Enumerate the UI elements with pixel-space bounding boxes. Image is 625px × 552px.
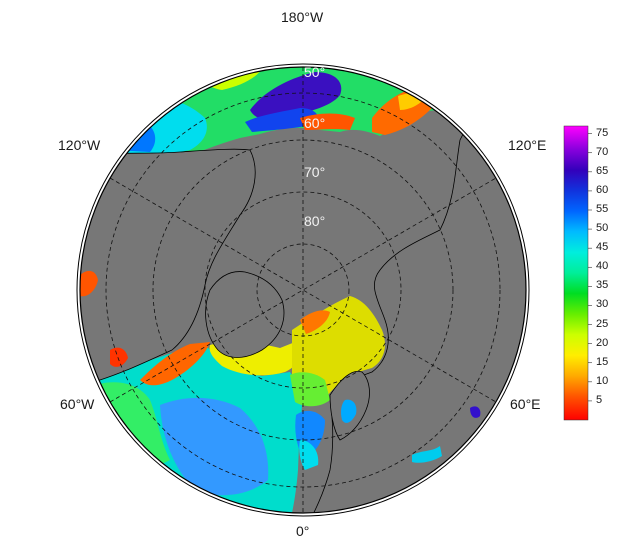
okhotsk-orange [300,113,355,130]
baffin-red [110,347,128,367]
lon-label-60e: 60°E [510,396,541,412]
colorbar-tick-label: 70 [596,145,609,158]
colorbar-tick-label: 15 [596,355,609,368]
colorbar-tick-label: 5 [596,393,603,406]
colorbar-tick-label: 30 [596,298,609,311]
lon-label-60w: 60°W [60,396,95,412]
lon-label-120w: 120°W [58,137,101,153]
norwegian-green [290,372,330,407]
colorbar-tick-label: 35 [596,279,609,292]
lon-label-180w: 180°W [281,9,324,25]
map-frame-inner [79,66,527,514]
colorbar-tick-label: 20 [596,336,609,349]
japan-sea-purple [470,406,481,418]
atlantic-blue [160,397,269,496]
med-cyan [412,446,442,463]
bering-purple [250,72,342,120]
bering-blue [245,108,319,132]
colorbar-tick-label: 65 [596,164,609,177]
graticule [105,67,501,513]
lat-label-60: 60° [304,115,326,131]
atlantic-green-edge [95,382,170,470]
lon-label-0: 0° [296,523,310,539]
colorbar-tick-label: 10 [596,374,609,387]
baltic-blue [341,399,357,423]
lon-label-120e: 120°E [508,137,547,153]
colorbar-tick-label: 50 [596,222,609,235]
north-sea-cyan [299,440,319,470]
greenland-land [205,271,285,358]
lat-label-80: 80° [304,213,326,229]
colorbar-tick-label: 25 [596,317,609,330]
colorbar-tick-label: 55 [596,203,609,215]
lat-label-50: 50° [304,64,326,80]
colorbar [563,125,589,421]
colorbar-tick-label: 60 [596,183,609,196]
map-frame-outer [76,63,530,517]
north-america-land [80,148,256,396]
lat-label-70: 70° [304,164,326,180]
colorbar-tick-label: 75 [596,126,609,139]
colorbar-ticks [588,133,592,402]
labrador-orange [140,342,210,386]
hudson-orange [80,270,98,297]
barents-orange [300,310,330,334]
colorbar-tick-label: 40 [596,260,609,273]
colorbar-tick-label: 45 [596,241,609,254]
